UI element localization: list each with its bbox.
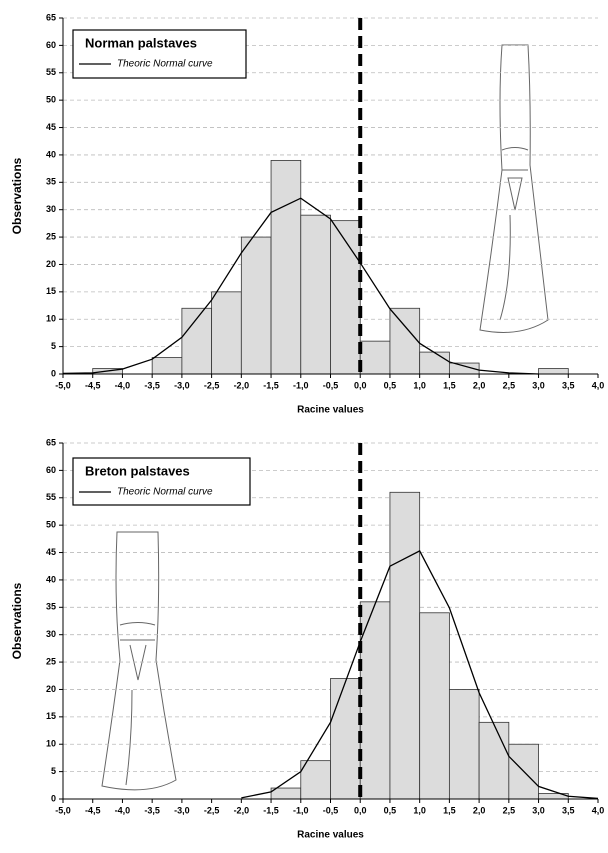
x-tick-label: -3,5 — [144, 805, 160, 815]
y-axis-title: Observations — [10, 582, 24, 659]
y-tick-label: 55 — [46, 492, 56, 502]
y-tick-label: 20 — [46, 259, 56, 269]
legend-label: Theoric Normal curve — [117, 59, 213, 70]
bar — [419, 351, 450, 375]
y-tick-label: 60 — [46, 465, 56, 475]
y-tick-label: 45 — [46, 122, 56, 132]
x-tick-label: -2,0 — [234, 380, 250, 390]
x-tick-label: -2,5 — [204, 805, 220, 815]
x-axis-title: Racine values — [297, 830, 364, 841]
y-tick-label: 0 — [51, 793, 56, 803]
bar — [330, 678, 361, 800]
bar — [448, 689, 480, 800]
y-tick-label: 60 — [46, 40, 56, 50]
legend-box — [72, 457, 251, 506]
x-tick-label: -3,0 — [174, 380, 190, 390]
y-tick-label: 40 — [46, 574, 56, 584]
normal-curve — [62, 197, 539, 375]
y-tick-label: 20 — [46, 684, 56, 694]
y-tick-label: 10 — [46, 314, 56, 324]
x-tick-label: 2,0 — [473, 805, 486, 815]
bar — [240, 236, 272, 375]
x-tick-label: -3,0 — [174, 805, 190, 815]
x-tick-label: 0,5 — [384, 805, 397, 815]
x-tick-label: 0,0 — [354, 380, 367, 390]
x-tick-label: 4,0 — [592, 805, 605, 815]
x-tick-label: 2,0 — [473, 380, 486, 390]
normal-curve — [241, 550, 599, 800]
bar — [359, 340, 391, 375]
y-tick-label: 55 — [46, 67, 56, 77]
x-tick-label: -5,0 — [55, 380, 71, 390]
x-tick-label: 3,5 — [562, 805, 575, 815]
x-tick-label: -1,0 — [293, 380, 309, 390]
palstave-drawing — [479, 44, 549, 333]
x-tick-label: -2,5 — [204, 380, 220, 390]
bar — [389, 307, 421, 375]
x-tick-label: 3,0 — [532, 805, 545, 815]
y-tick-label: 25 — [46, 231, 56, 241]
x-tick-label: -4,5 — [85, 805, 101, 815]
y-tick-label: 5 — [51, 341, 56, 351]
y-tick-label: 30 — [46, 204, 56, 214]
x-tick-label: -3,5 — [144, 380, 160, 390]
bar — [389, 491, 421, 800]
bar — [300, 760, 331, 800]
x-tick-label: 2,5 — [503, 805, 516, 815]
x-tick-label: 3,0 — [532, 380, 545, 390]
y-tick-label: 65 — [46, 437, 56, 447]
x-tick-label: 3,5 — [562, 380, 575, 390]
bar — [270, 787, 302, 800]
x-tick-label: -5,0 — [55, 805, 71, 815]
x-tick-label: -0,5 — [323, 380, 339, 390]
legend-title: Norman palstaves — [85, 35, 197, 50]
y-tick-label: 0 — [51, 368, 56, 378]
y-tick-label: 45 — [46, 547, 56, 557]
y-tick-label: 50 — [46, 95, 56, 105]
y-tick-label: 5 — [51, 766, 56, 776]
x-tick-label: -1,0 — [293, 805, 309, 815]
legend-title: Breton palstaves — [85, 463, 190, 478]
y-tick-label: 65 — [46, 12, 56, 22]
x-tick-label: 0,5 — [384, 380, 397, 390]
x-tick-label: -0,5 — [323, 805, 339, 815]
bar — [478, 721, 510, 800]
legend-box — [72, 29, 247, 79]
y-tick-label: 50 — [46, 520, 56, 530]
bar — [330, 220, 361, 375]
x-tick-label: -4,5 — [85, 380, 101, 390]
x-tick-label: 1,5 — [443, 380, 456, 390]
x-tick-label: -4,0 — [115, 380, 131, 390]
x-tick-label: 1,0 — [413, 805, 426, 815]
x-tick-label: -1,5 — [263, 380, 279, 390]
x-tick-label: -4,0 — [115, 805, 131, 815]
bar — [300, 214, 331, 375]
bar — [419, 612, 450, 800]
bar — [270, 159, 302, 375]
legend-label: Theoric Normal curve — [117, 487, 213, 498]
x-tick-label: 2,5 — [503, 380, 516, 390]
x-axis-title: Racine values — [297, 405, 364, 416]
y-tick-label: 35 — [46, 602, 56, 612]
bar — [211, 291, 242, 375]
bar — [359, 601, 391, 800]
bar — [151, 357, 183, 375]
y-tick-label: 10 — [46, 739, 56, 749]
y-tick-label: 40 — [46, 149, 56, 159]
y-tick-label: 30 — [46, 629, 56, 639]
bar — [538, 368, 569, 375]
y-tick-label: 15 — [46, 286, 56, 296]
x-tick-label: -2,0 — [234, 805, 250, 815]
x-tick-label: 4,0 — [592, 380, 605, 390]
y-tick-label: 15 — [46, 711, 56, 721]
y-tick-label: 35 — [46, 177, 56, 187]
palstave-drawing — [101, 531, 177, 791]
x-tick-label: 1,5 — [443, 805, 456, 815]
x-tick-label: -1,5 — [263, 805, 279, 815]
y-tick-label: 25 — [46, 656, 56, 666]
x-tick-label: 0,0 — [354, 805, 367, 815]
y-axis-title: Observations — [10, 157, 24, 234]
x-tick-label: 1,0 — [413, 380, 426, 390]
